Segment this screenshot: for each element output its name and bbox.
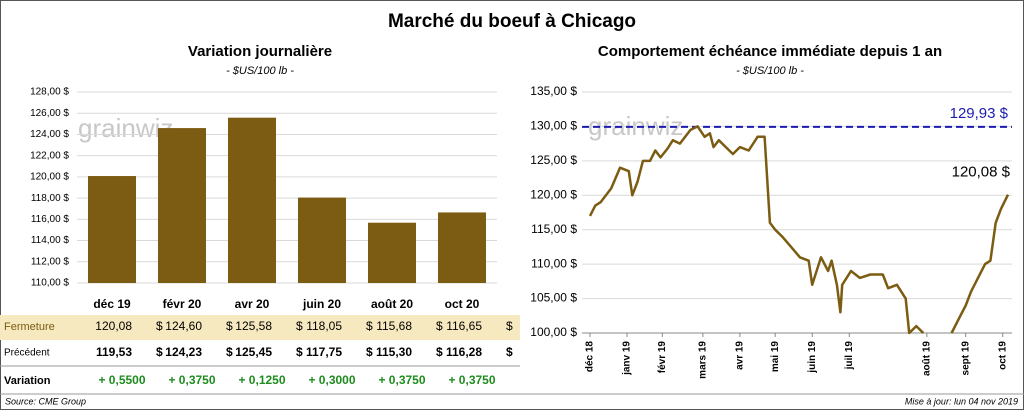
table-cell: + 0,1250	[238, 373, 285, 387]
bar	[298, 197, 346, 283]
x-tick-label: juin 20	[302, 297, 341, 311]
table-cell: 120,08	[95, 319, 132, 333]
y-tick-label: 110,00 $	[31, 278, 70, 289]
y-tick-label: 124,00 $	[30, 129, 69, 140]
y-tick-label: 130,00 $	[530, 119, 577, 133]
y-tick-label: 105,00 $	[530, 291, 577, 305]
y-tick-label: 120,00 $	[30, 172, 69, 183]
x-tick-label: déc 19	[93, 297, 131, 311]
x-tick-label: mai 19	[770, 341, 781, 373]
table-unit: $	[296, 319, 303, 333]
table-cell: + 0,3750	[168, 373, 215, 387]
bar	[368, 222, 416, 283]
table-unit: $	[366, 319, 373, 333]
chart-subtitle: - $US/100 lb -	[226, 65, 294, 77]
table-cell: + 0,5500	[98, 373, 145, 387]
y-tick-label: 115,00 $	[531, 222, 577, 236]
table-cell: 125,58	[235, 319, 272, 333]
x-tick-label: mars 19	[698, 341, 709, 379]
x-tick-label: févr 19	[657, 341, 668, 374]
table-unit: $	[296, 345, 303, 359]
table-cell: 115,30	[376, 345, 412, 359]
y-tick-label: 118,00 $	[31, 193, 70, 204]
table-cell: 119,53	[96, 345, 132, 359]
bar	[438, 212, 486, 283]
table-cell: 117,75	[306, 345, 342, 359]
table-cell: + 0,3750	[448, 373, 495, 387]
row-label: Précédent	[4, 348, 50, 359]
bar	[228, 117, 276, 283]
y-tick-label: 135,00 $	[530, 84, 577, 98]
table-unit: $	[156, 345, 163, 359]
table-cell: 125,45	[235, 345, 272, 359]
y-tick-label: 110,00 $	[531, 256, 577, 270]
chart-subtitle: - $US/100 lb -	[736, 65, 804, 77]
table-unit: $	[226, 345, 233, 359]
table-unit: $	[156, 319, 163, 333]
price-line	[588, 125, 1010, 335]
x-tick-label: août 19	[922, 341, 933, 376]
x-tick-label: oct 20	[445, 297, 480, 311]
table-cell: + 0,3000	[308, 373, 355, 387]
y-tick-label: 116,00 $	[31, 214, 70, 225]
source: Source: CME Group	[5, 396, 86, 406]
table-cell: 124,23	[165, 345, 202, 359]
chart-title: Variation journalière	[188, 43, 332, 60]
table-cell: 115,68	[376, 319, 412, 333]
watermark: grainwiz	[588, 111, 683, 141]
x-tick-label: janv 19	[622, 341, 633, 376]
table-unit: $	[366, 345, 373, 359]
y-tick-label: 112,00 $	[31, 256, 70, 267]
table-cell: 116,28	[446, 345, 482, 359]
row-highlight	[0, 315, 520, 340]
y-tick-label: 128,00 $	[30, 87, 69, 98]
bar	[88, 176, 136, 283]
table-cell: 118,05	[306, 319, 342, 333]
y-tick-label: 125,00 $	[530, 153, 577, 167]
y-tick-label: 120,00 $	[530, 187, 577, 201]
y-tick-label: 114,00 $	[31, 235, 70, 246]
table-unit: $	[226, 319, 233, 333]
y-tick-label: 122,00 $	[30, 150, 69, 161]
table-unit: $	[436, 345, 443, 359]
table-unit: $	[436, 319, 443, 333]
x-tick-label: juin 19	[807, 341, 818, 374]
bar	[158, 128, 206, 283]
table-cell: 116,65	[446, 319, 482, 333]
x-tick-label: juil 19	[844, 341, 855, 371]
row-label: Fermeture	[4, 321, 55, 333]
y-tick-label: 100,00 $	[530, 325, 577, 339]
x-tick-label: avr 19	[735, 341, 746, 370]
x-tick-label: févr 20	[163, 297, 202, 311]
watermark: grainwiz	[78, 113, 173, 143]
x-tick-label: sept 19	[960, 341, 971, 376]
row-label: Variation	[4, 375, 51, 387]
x-tick-label: déc 18	[585, 341, 596, 373]
table-unit: $	[506, 319, 513, 333]
y-tick-label: 126,00 $	[30, 108, 69, 119]
table-cell: + 0,3750	[378, 373, 425, 387]
end-label: 120,08 $	[952, 164, 1011, 181]
page-title: Marché du boeuf à Chicago	[388, 11, 636, 32]
x-tick-label: août 20	[371, 297, 413, 311]
x-tick-label: avr 20	[235, 297, 270, 311]
table-unit: $	[506, 345, 513, 359]
x-tick-label: oct 19	[997, 341, 1008, 370]
table-cell: 124,60	[165, 319, 202, 333]
updated: Mise à jour: lun 04 nov 2019	[905, 396, 1018, 406]
reference-label: 129,93 $	[950, 105, 1009, 122]
chart-title: Comportement échéance immédiate depuis 1…	[598, 43, 942, 60]
